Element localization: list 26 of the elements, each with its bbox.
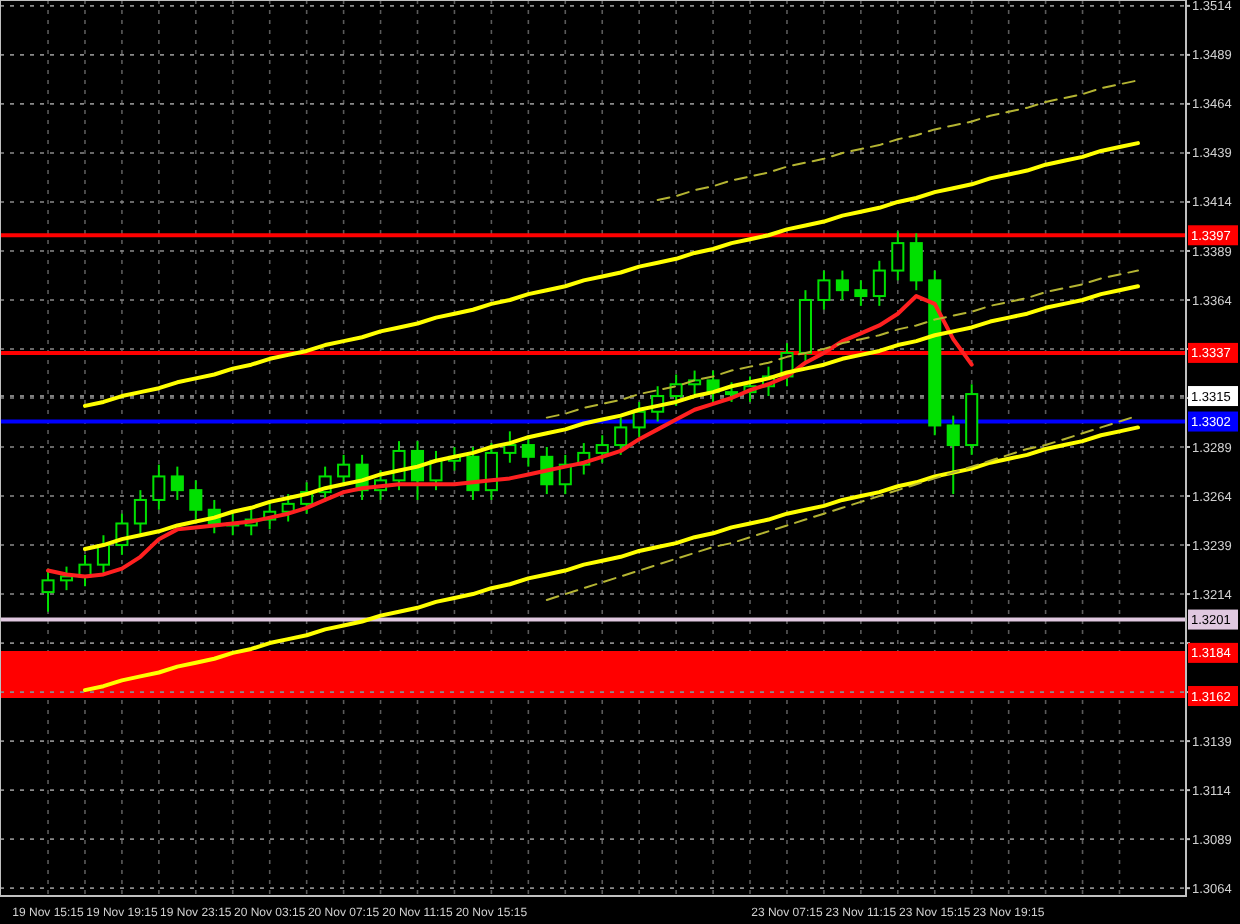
candlestick (521, 434, 535, 468)
candlestick (817, 269, 831, 311)
line-series (656, 79, 1139, 201)
candlestick (946, 414, 960, 496)
candlestick (632, 400, 646, 439)
candlestick (41, 567, 55, 613)
candlestick (189, 479, 203, 521)
candlestick (133, 489, 147, 535)
candlestick (614, 416, 628, 456)
line-series (46, 294, 974, 579)
candlestick (503, 430, 517, 464)
candlestick (725, 381, 739, 403)
candlestick (595, 434, 609, 464)
candlestick (170, 465, 184, 501)
candlestick (429, 449, 443, 492)
candlestick (909, 232, 923, 292)
line-series (545, 269, 1139, 419)
candlestick (872, 259, 886, 307)
candlestick (669, 373, 683, 407)
candlestick (835, 269, 849, 301)
line-series (82, 141, 1140, 408)
candlestick (152, 463, 166, 511)
candlestick (337, 453, 351, 488)
line-series (82, 425, 1140, 693)
candlestick (854, 279, 868, 307)
candlestick (891, 230, 905, 282)
